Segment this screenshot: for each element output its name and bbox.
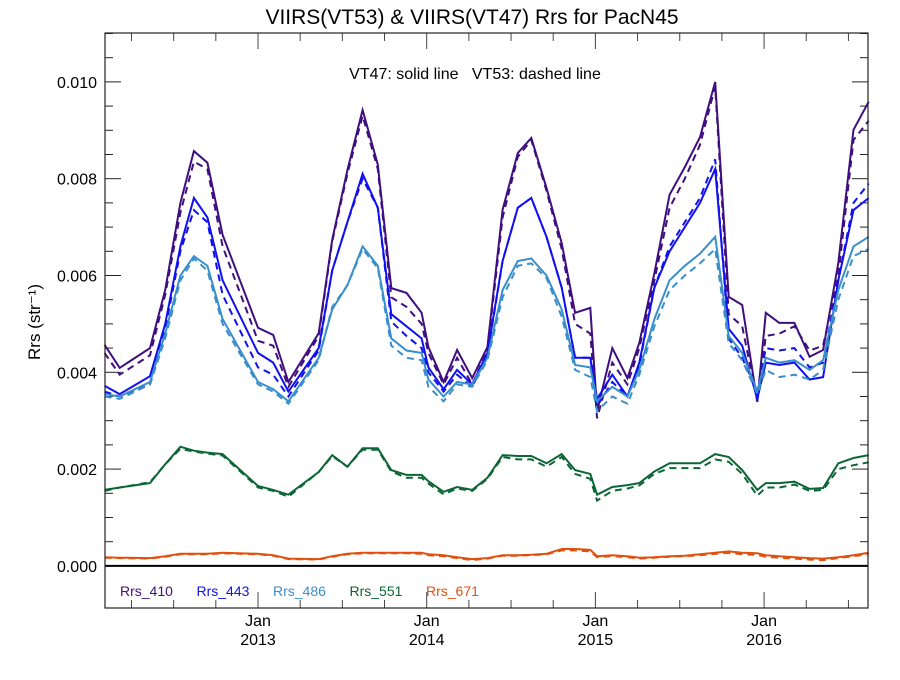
y-axis-label: Rrs (str⁻¹) [25, 284, 44, 360]
legend-entry-rrs-486: Rrs_486 [273, 583, 326, 599]
x-tick-label-month: Jan [582, 613, 608, 630]
plot-frame [104, 32, 869, 609]
y-tick-label: 0.000 [57, 559, 97, 576]
series-line-rrs-551-vt47 [104, 445, 869, 497]
series-line-rrs-443-vt47 [104, 165, 870, 403]
chart-title: VIIRS(VT53) & VIIRS(VT47) Rrs for PacN45 [265, 6, 678, 29]
x-tick-label-month: Jan [245, 613, 271, 630]
x-tick-label-month: Jan [751, 613, 777, 630]
y-tick-label: 0.008 [57, 172, 97, 189]
axes: 0.000 0.002 0.004 0.006 0.008 0.010 Jan 2013 Jan… [57, 32, 868, 649]
x-tick-label-month: Jan [414, 613, 440, 630]
series-line-rrs-486-vt47 [104, 234, 870, 404]
x-tick-label-year: 2016 [746, 632, 782, 649]
series-line-rrs-671-vt53 [104, 549, 869, 562]
y-tick-label: 0.006 [57, 268, 97, 285]
legend-entry-rrs-671: Rrs_671 [426, 583, 479, 599]
x-tick-label-year: 2014 [409, 632, 445, 649]
series-line-rrs-410-vt47 [103, 81, 870, 412]
series-line-rrs-410-vt53 [103, 86, 870, 419]
legend: Rrs_410 Rrs_443 Rrs_486 Rrs_551 Rrs_671 [120, 583, 479, 599]
x-tick-label-year: 2013 [240, 632, 276, 649]
series-line-rrs-551-vt53 [104, 447, 869, 503]
series-group [103, 81, 870, 562]
x-tick-label-year: 2015 [578, 632, 614, 649]
y-tick-label: 0.002 [57, 462, 97, 479]
series-line-rrs-443-vt53 [104, 158, 870, 410]
y-tick-label: 0.004 [57, 365, 97, 382]
series-line-rrs-486-vt53 [104, 246, 870, 413]
chart-annotation: VT47: solid line VT53: dashed line [349, 66, 601, 83]
y-tick-label: 0.010 [57, 75, 97, 92]
legend-entry-rrs-551: Rrs_551 [350, 583, 403, 599]
legend-entry-rrs-410: Rrs_410 [120, 583, 173, 599]
legend-entry-rrs-443: Rrs_443 [197, 583, 250, 599]
